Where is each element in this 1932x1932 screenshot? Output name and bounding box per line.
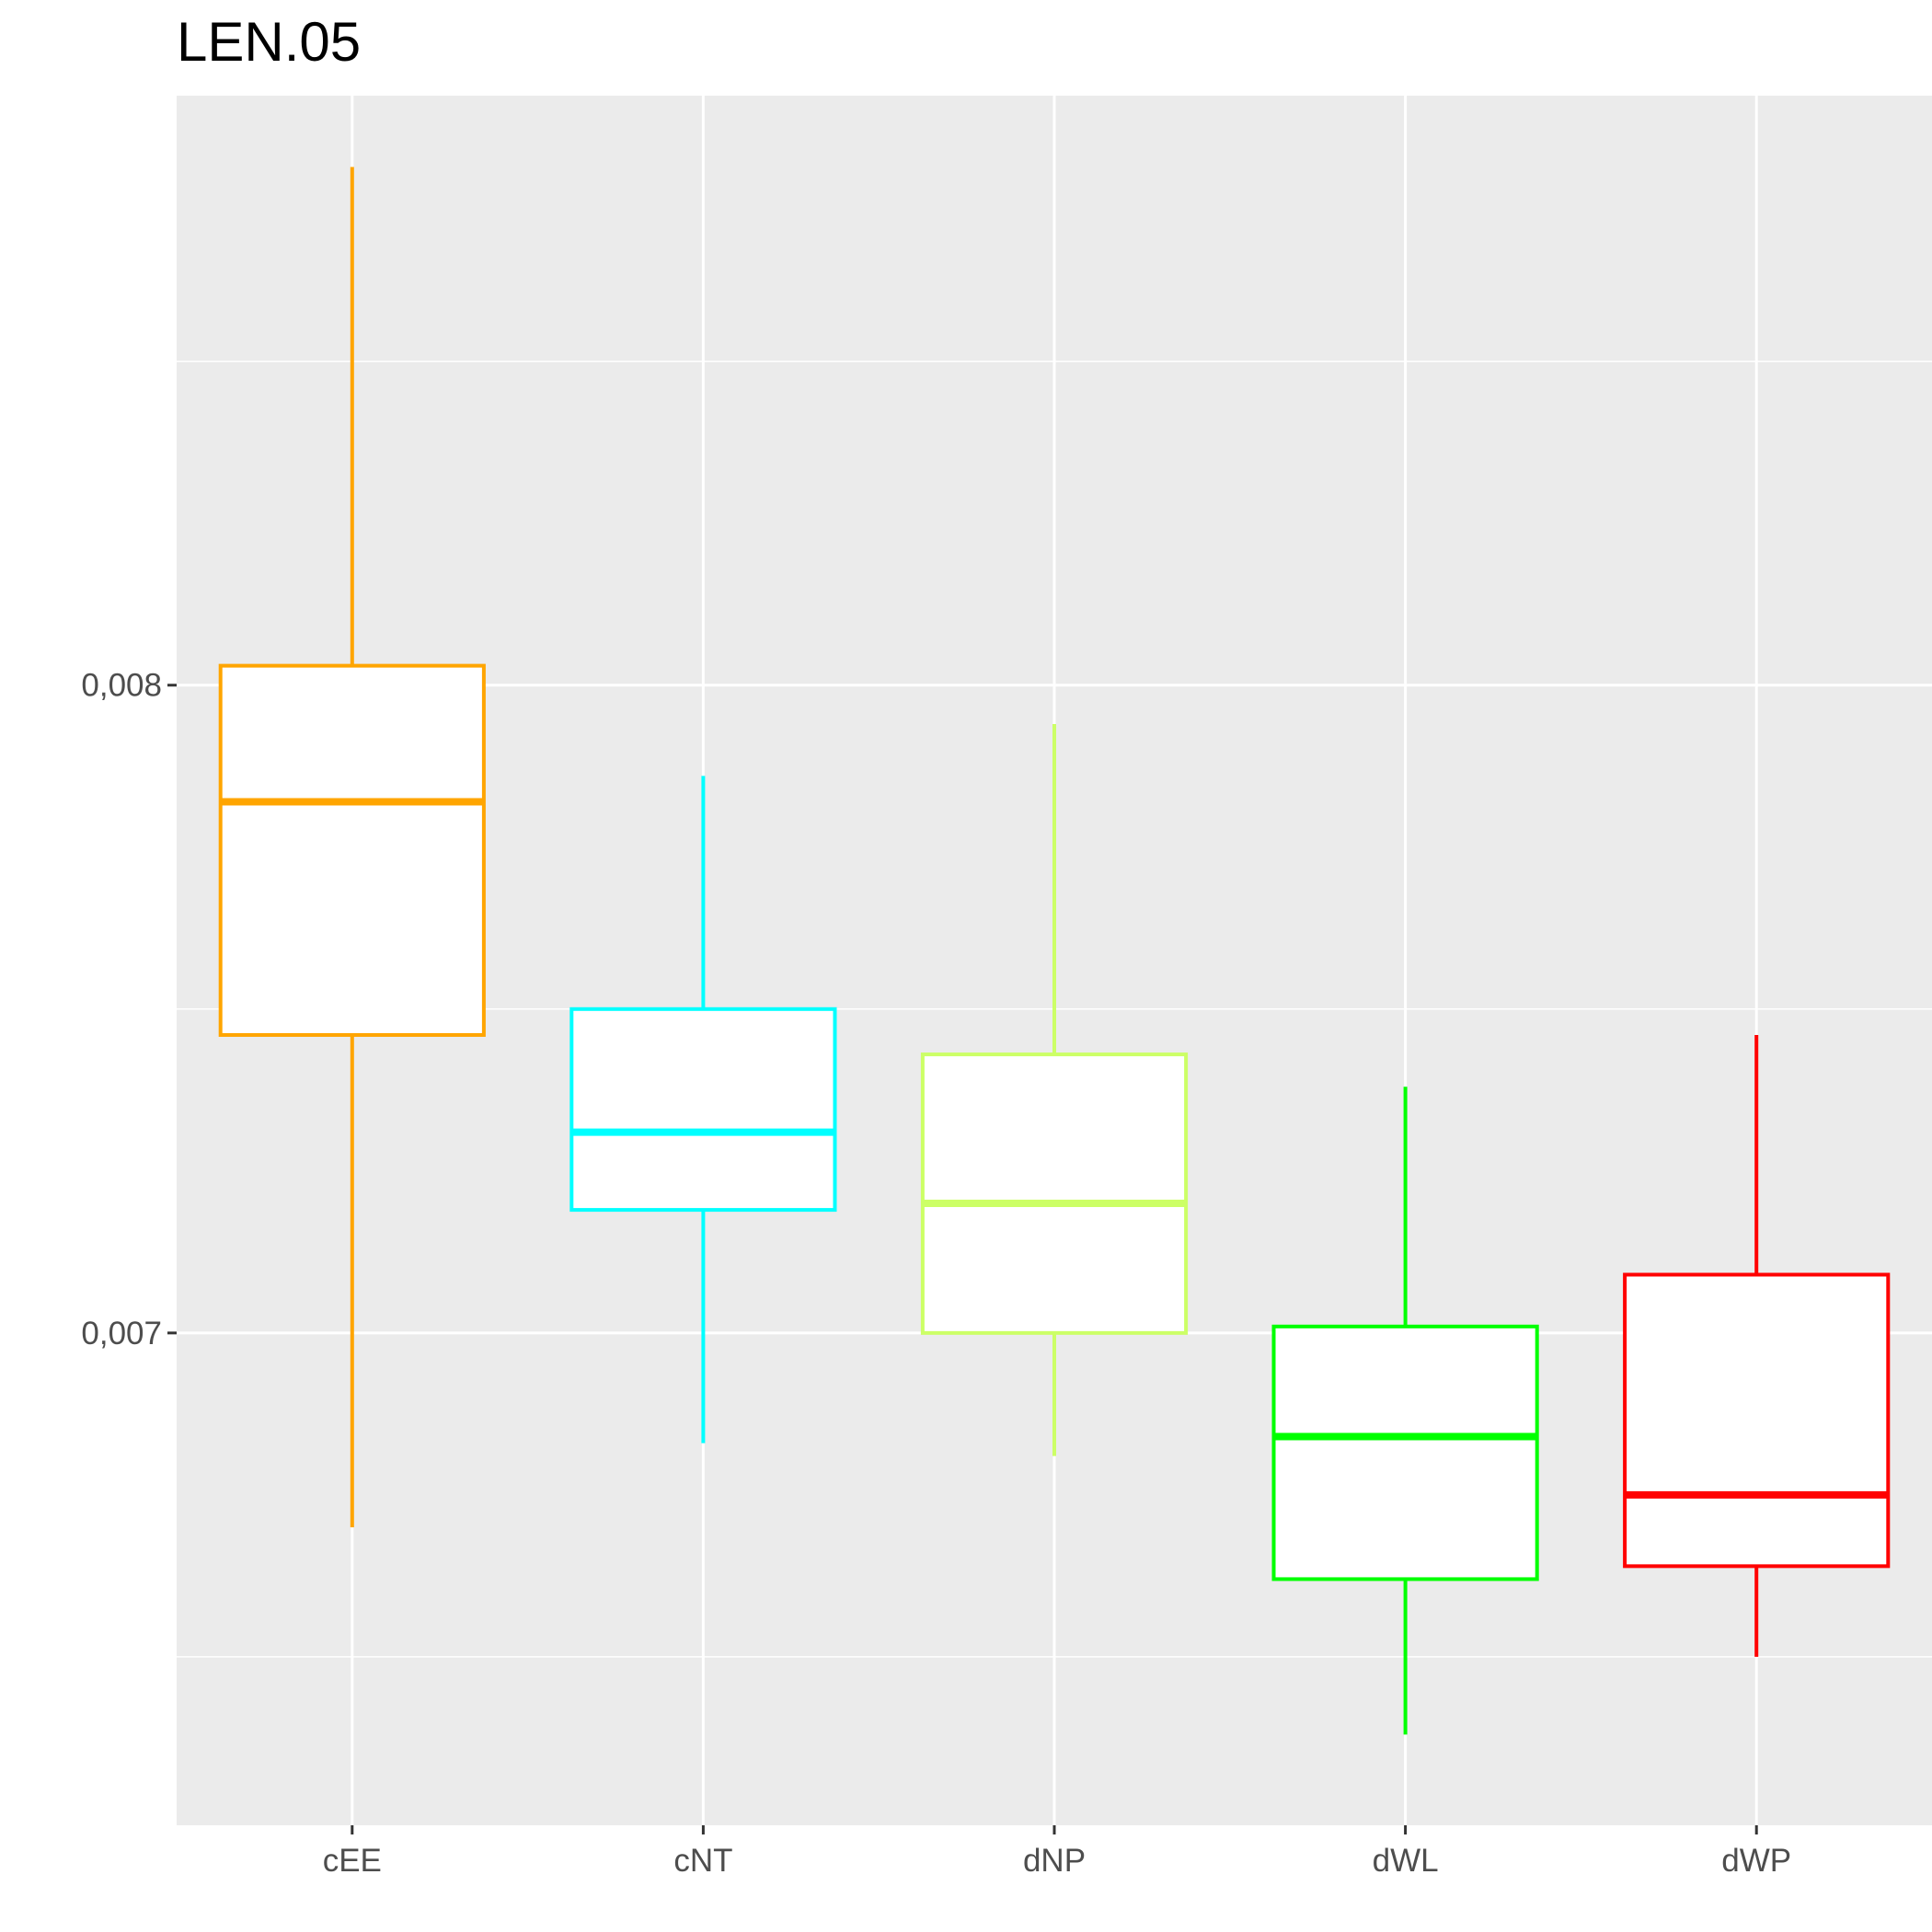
x-tick-label: cNT — [673, 1843, 732, 1879]
chart-title: LEN.05 — [177, 11, 361, 73]
box-iqr — [569, 1006, 837, 1213]
box-cNT — [569, 776, 837, 1443]
box-cEE — [218, 167, 486, 1528]
x-tick-label: dWL — [1373, 1843, 1439, 1879]
y-axis: 0,007 0,008 — [81, 668, 177, 1351]
boxes — [218, 167, 1891, 1735]
x-tick-label: cEE — [323, 1843, 382, 1879]
box-dWP — [1623, 1034, 1891, 1657]
box-iqr — [1623, 1272, 1891, 1569]
box-dNP — [920, 723, 1189, 1456]
box-iqr — [920, 1052, 1189, 1335]
y-tick-label: 0,008 — [81, 668, 162, 704]
x-tick-label: dWP — [1721, 1843, 1791, 1879]
box-iqr — [1271, 1324, 1539, 1581]
x-tick-label: dNP — [1023, 1843, 1086, 1879]
box-dWL — [1271, 1087, 1539, 1735]
x-axis: cEE cNT dNP dWL dWP — [323, 1825, 1791, 1879]
box-iqr — [218, 663, 486, 1037]
y-tick-label: 0,007 — [81, 1316, 162, 1351]
